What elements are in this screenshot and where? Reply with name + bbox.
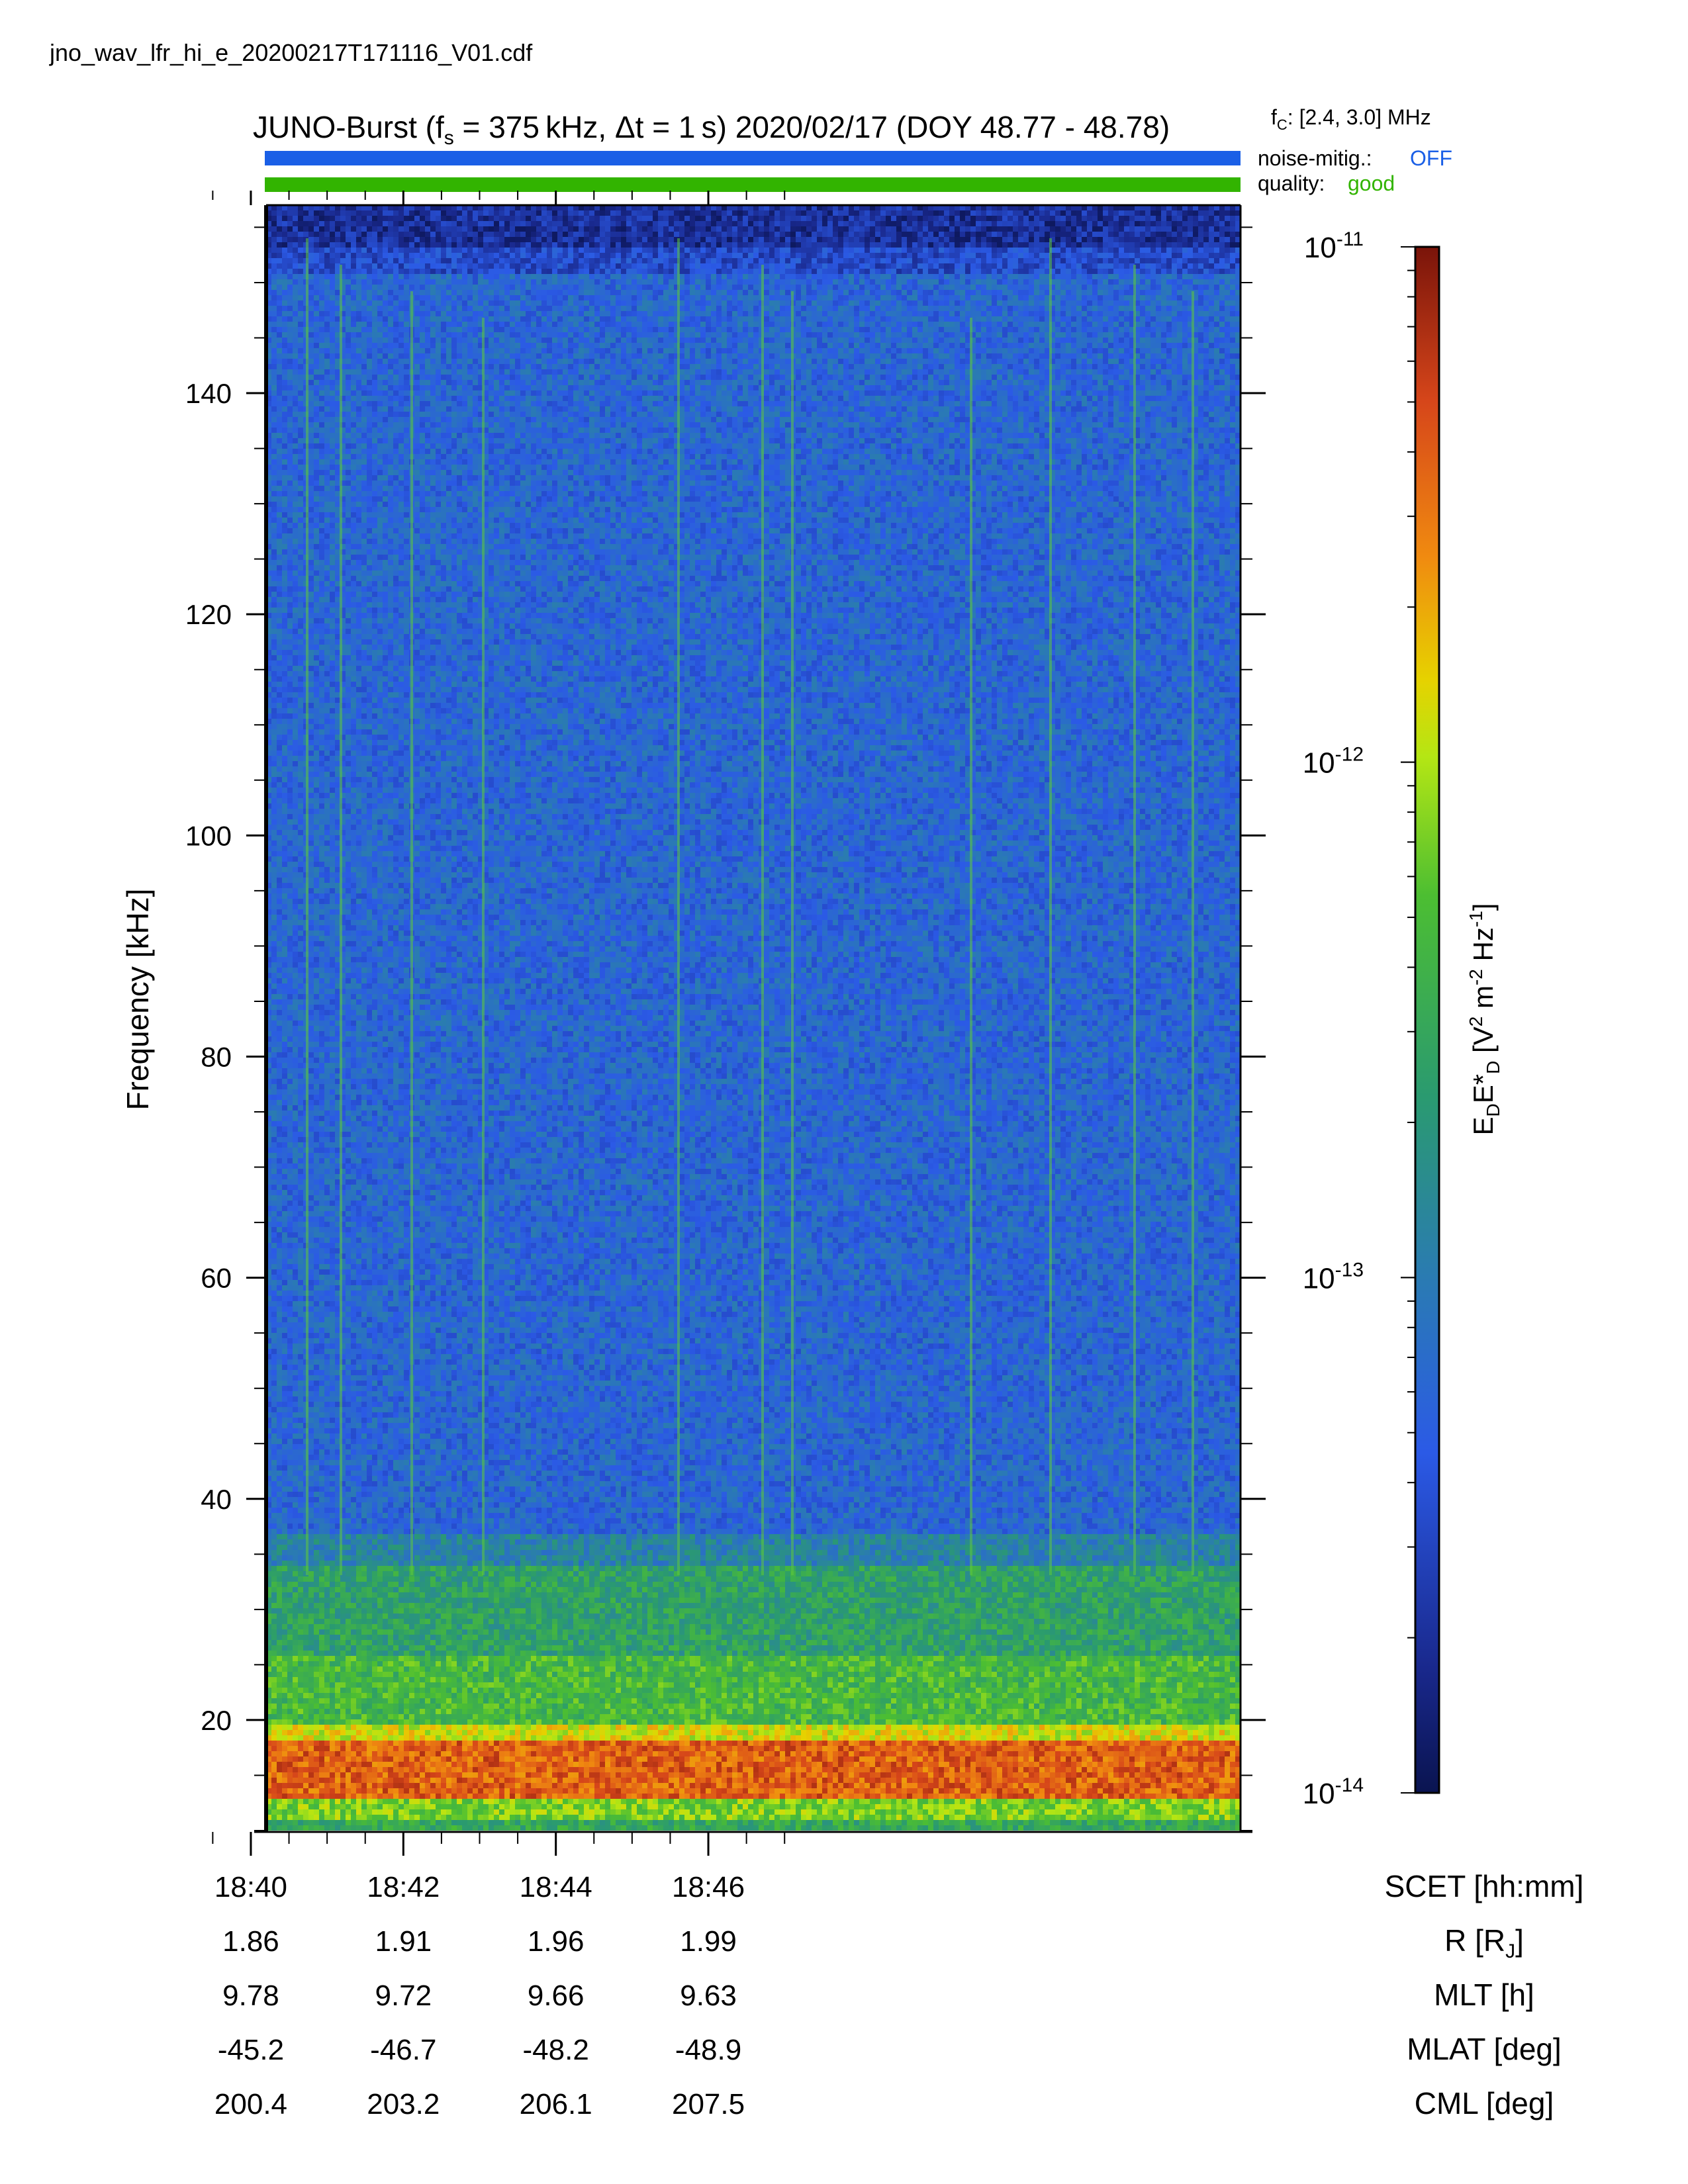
ephemeris-value: 1.99 xyxy=(680,1925,737,1958)
ephemeris-value: 18:42 xyxy=(367,1871,440,1903)
ephemeris-row-label: CML [deg] xyxy=(1415,2086,1554,2120)
colorbar-tick-label: 10-14 xyxy=(1303,1774,1364,1810)
noise-mitigation-label: noise-mitig.: xyxy=(1258,146,1372,170)
ephemeris-value: 207.5 xyxy=(672,2088,745,2120)
impulsive-line xyxy=(410,291,413,1575)
y-tick-label: 20 xyxy=(201,1705,232,1736)
y-tick-label: 140 xyxy=(185,378,232,409)
impulsive-line xyxy=(791,291,794,1575)
y-tick-label: 60 xyxy=(201,1263,232,1294)
ephemeris-value: 18:40 xyxy=(214,1871,287,1903)
noise-mitigation-value: OFF xyxy=(1410,146,1452,170)
ephemeris-value: -48.2 xyxy=(523,2034,589,2066)
impulsive-line xyxy=(970,318,972,1575)
ephemeris-value: 18:46 xyxy=(672,1871,745,1903)
y-tick-label: 100 xyxy=(185,820,232,851)
impulsive-line xyxy=(1049,238,1052,1575)
ephemeris-value: 9.66 xyxy=(528,1979,585,2012)
y-tick-label: 120 xyxy=(185,599,232,630)
y-axis-label: Frequency [kHz] xyxy=(120,889,155,1111)
ephemeris-value: 9.63 xyxy=(680,1979,737,2012)
ephemeris-value: 1.96 xyxy=(528,1925,585,1958)
colorbar-tick-labels: 10-11 10-12 10-13 10-14 xyxy=(1303,228,1364,1810)
colorbar-ticks xyxy=(1401,247,1415,1793)
filename: jno_wav_lfr_hi_e_20200217T171116_V01.cdf xyxy=(49,39,533,66)
colorbar-tick-label: 10-13 xyxy=(1303,1259,1364,1295)
ephemeris-value: -45.2 xyxy=(218,2034,284,2066)
impulsive-line xyxy=(761,265,764,1575)
y-tick-label: 80 xyxy=(201,1041,232,1072)
chart-title: JUNO-Burst (fs = 375 kHz, Δt = 1 s) 2020… xyxy=(253,110,1170,149)
impulsive-line xyxy=(306,238,308,1575)
noise-mitigation-bar xyxy=(265,151,1241,165)
fc-label: fC: [2.4, 3.0] MHz xyxy=(1271,105,1431,133)
ephemeris-value: 1.91 xyxy=(375,1925,432,1958)
impulsive-line xyxy=(677,238,680,1575)
ephemeris-value: -48.9 xyxy=(675,2034,741,2066)
colorbar-label: EDE*D [V2 m-2 Hz-1] xyxy=(1466,903,1503,1136)
ephemeris-value: 200.4 xyxy=(214,2088,287,2120)
ephemeris-value: 18:44 xyxy=(520,1871,592,1903)
impulsive-line xyxy=(482,318,485,1575)
y-tick-label: 40 xyxy=(201,1484,232,1515)
ephemeris-value: -46.7 xyxy=(370,2034,436,2066)
quality-bar xyxy=(265,177,1241,192)
ephemeris-row-label: MLAT [deg] xyxy=(1407,2032,1562,2066)
ephemeris-value: 9.72 xyxy=(375,1979,432,2012)
ephemeris-value: 206.1 xyxy=(520,2088,592,2120)
ephemeris-table: 18:40 18:42 18:44 18:46 1.86 1.91 1.96 1.99 9.78… xyxy=(214,1869,1583,2120)
ephemeris-value: 1.86 xyxy=(222,1925,279,1958)
y-tick-labels: 20 40 60 80 100 120 140 xyxy=(185,378,232,1736)
spectrogram-plot xyxy=(266,205,1241,1831)
colorbar xyxy=(1415,247,1439,1793)
quality-value: good xyxy=(1348,171,1395,195)
ephemeris-row-label: MLT [h] xyxy=(1434,1978,1534,2012)
ephemeris-value: 203.2 xyxy=(367,2088,440,2120)
colorbar-tick-label: 10-12 xyxy=(1303,744,1364,780)
colorbar-tick-label: 10-11 xyxy=(1304,228,1364,264)
ephemeris-row-label: R [RJ] xyxy=(1444,1923,1524,1962)
impulsive-line xyxy=(1192,291,1194,1575)
impulsive-line xyxy=(340,265,342,1575)
quality-label: quality: xyxy=(1258,171,1325,195)
ephemeris-value: 9.78 xyxy=(222,1979,279,2012)
impulsive-line xyxy=(1133,265,1136,1575)
ephemeris-row-label: SCET [hh:mm] xyxy=(1385,1869,1584,1903)
